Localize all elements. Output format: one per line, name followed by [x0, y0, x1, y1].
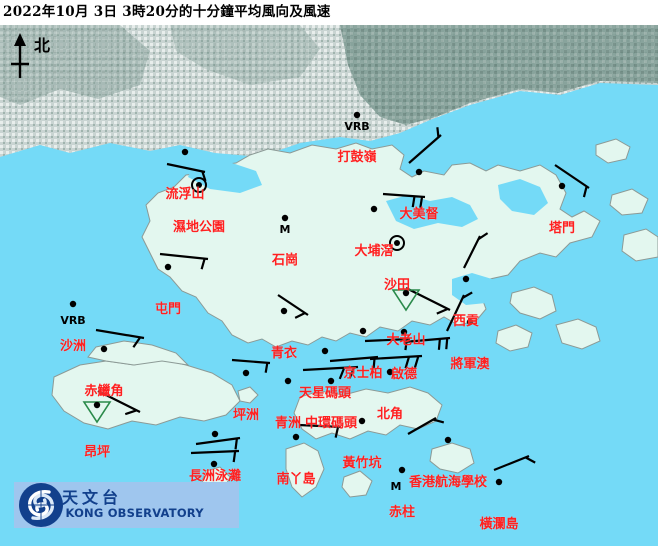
map-geography — [0, 25, 658, 546]
station-marker-dot[interactable] — [281, 214, 289, 222]
station-marker-circle[interactable] — [191, 177, 207, 193]
station-label-27: 香港航海學校 — [408, 475, 488, 490]
station-marker-dot[interactable] — [284, 377, 292, 385]
station-marker-dot[interactable] — [181, 148, 189, 156]
wind-barb — [97, 390, 141, 416]
wind-barb — [405, 287, 451, 315]
north-arrow: 北 — [6, 30, 66, 82]
station-marker-dot[interactable] — [495, 478, 503, 486]
station-marker-dot[interactable] — [358, 417, 366, 425]
m-marker-28: M — [390, 480, 402, 493]
station-marker-dot[interactable] — [386, 368, 394, 376]
north-label: 北 — [34, 36, 51, 55]
station-label-19: 北角 — [376, 407, 404, 422]
station-label-6: 大埔滘 — [354, 244, 394, 259]
station-marker-dot[interactable] — [280, 307, 288, 315]
station-label-8: 西貢 — [452, 314, 480, 329]
wind-barb — [195, 436, 241, 450]
wind-barb — [159, 252, 209, 270]
wind-barb — [302, 365, 359, 380]
station-marker-dot[interactable] — [211, 430, 219, 438]
station-label-7: 沙田 — [383, 278, 411, 293]
wind-barb — [554, 164, 590, 198]
m-marker-5: M — [279, 223, 291, 236]
station-marker-dot[interactable] — [210, 460, 218, 468]
station-label-0: 打鼓嶺 — [337, 150, 377, 165]
station-label-28: 赤柱 — [388, 505, 416, 520]
station-marker-dot[interactable] — [100, 345, 108, 353]
station-marker-dot[interactable] — [558, 182, 566, 190]
station-marker-dot[interactable] — [466, 318, 474, 326]
hko-logo: 香港天文台 HONG KONG OBSERVATORY — [14, 482, 239, 528]
wind-barb — [231, 358, 271, 373]
station-label-18: 中環碼頭 — [304, 416, 358, 431]
station-label-29: 橫瀾島 — [479, 517, 519, 532]
north-arrow-icon — [11, 33, 29, 78]
hko-swirl-icon — [19, 483, 63, 527]
station-label-22: 昂坪 — [83, 445, 111, 460]
station-marker-dot[interactable] — [444, 436, 452, 444]
wind-barb — [408, 127, 442, 164]
station-marker-dot[interactable] — [292, 433, 300, 441]
wind-barb — [446, 291, 473, 332]
station-marker-dot[interactable] — [164, 263, 172, 271]
station-label-25: 黃竹坑 — [342, 456, 382, 471]
vrb-marker-0: VRB — [344, 120, 370, 133]
wind-barb — [369, 354, 423, 369]
station-label-13: 赤鱲角 — [84, 384, 124, 399]
station-label-16: 啟德 — [390, 367, 418, 382]
station-label-1: 大美督 — [399, 207, 439, 222]
wind-barb — [298, 423, 342, 438]
station-label-4: 濕地公園 — [172, 220, 226, 235]
station-marker-triangle[interactable] — [391, 289, 421, 312]
station-label-14: 青衣 — [270, 346, 298, 361]
station-marker-dot[interactable] — [359, 327, 367, 335]
station-marker-dot[interactable] — [398, 466, 406, 474]
wind-barb — [190, 449, 240, 463]
station-label-17: 天星碼頭 — [298, 386, 352, 401]
wind-barb — [382, 192, 426, 208]
station-label-23: 長洲泳灘 — [188, 469, 242, 484]
station-label-26: 南丫島 — [276, 472, 316, 487]
station-label-2: 塔門 — [548, 221, 576, 236]
station-marker-dot[interactable] — [242, 369, 250, 377]
wind-barb — [403, 336, 451, 350]
station-marker-dot[interactable] — [321, 347, 329, 355]
station-marker-circle[interactable] — [389, 235, 405, 251]
station-label-15: 京士柏 — [343, 366, 383, 381]
wind-barb — [277, 294, 309, 319]
wind-barb — [493, 454, 536, 472]
wind-barb — [95, 328, 145, 348]
station-marker-dot[interactable] — [327, 377, 335, 385]
station-label-10: 將軍澳 — [450, 357, 490, 372]
wind-barb — [463, 232, 489, 269]
station-label-3: 流浮山 — [165, 187, 205, 202]
station-label-9: 大老山 — [386, 333, 426, 348]
station-label-12: 沙洲 — [59, 339, 87, 354]
logo-english-text: HONG KONG OBSERVATORY — [22, 506, 204, 521]
station-marker-dot[interactable] — [353, 111, 361, 119]
station-label-20: 青洲 — [274, 416, 302, 431]
station-label-21: 坪洲 — [232, 408, 260, 423]
page-title: 2022年10月 3日 3時20分的十分鐘平均風向及風速 — [0, 0, 658, 25]
wind-barb — [407, 417, 445, 435]
station-marker-dot[interactable] — [415, 168, 423, 176]
vrb-marker-12: VRB — [60, 314, 86, 327]
wind-barb-layer — [69, 111, 590, 486]
station-label-5: 石崗 — [271, 253, 299, 268]
station-marker-dot[interactable] — [400, 328, 408, 336]
station-marker-dot[interactable] — [462, 275, 470, 283]
wind-barb — [166, 162, 207, 182]
station-label-11: 屯門 — [154, 302, 182, 317]
station-marker-dot[interactable] — [69, 300, 77, 308]
map-canvas[interactable]: 打鼓嶺 VRB 大美督塔門 流浮山濕地公園石崗 M 大埔滘沙田西貢大老山將軍澳 屯門沙洲 VR… — [0, 25, 658, 546]
station-marker-triangle[interactable] — [82, 401, 112, 424]
station-marker-dot[interactable] — [370, 205, 378, 213]
